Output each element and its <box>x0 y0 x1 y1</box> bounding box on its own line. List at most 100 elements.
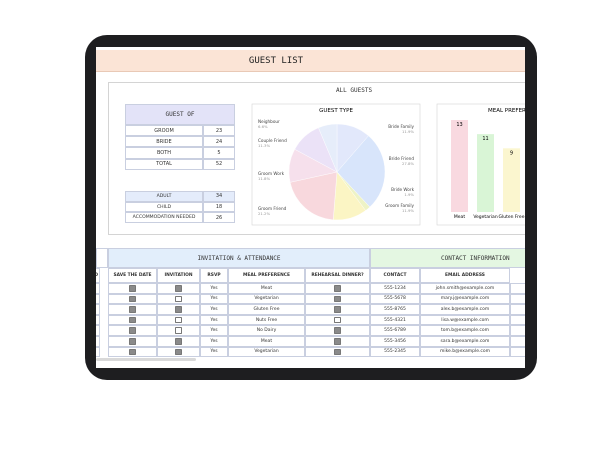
table-cell: Yes <box>200 283 228 294</box>
table-cell <box>510 304 525 315</box>
table-cell: Yes <box>200 346 228 358</box>
row-value: 24 <box>203 136 235 148</box>
checkbox-unchecked[interactable] <box>175 316 182 324</box>
bar-category: Vegetarian <box>473 214 498 220</box>
checkbox-cell <box>96 304 100 315</box>
slice-label: Neighbour <box>258 119 280 124</box>
checkbox-cell <box>108 293 157 305</box>
checkbox-unchecked[interactable] <box>175 295 182 303</box>
table-cell: Vegetarian <box>228 293 305 305</box>
row-value: 34 <box>203 191 235 202</box>
column-header: ALD <box>96 268 100 283</box>
table-cell: Gluten Free <box>228 304 305 315</box>
checkbox-unchecked[interactable] <box>334 316 341 324</box>
table-cell: 555-4321 <box>370 314 420 326</box>
column-header: MEAL PREFERENCE <box>228 268 305 283</box>
checkbox-checked[interactable] <box>129 348 136 356</box>
scrollbar <box>96 358 196 361</box>
checkbox-checked[interactable] <box>334 285 341 292</box>
checkbox-cell <box>305 293 370 305</box>
checkbox-checked[interactable] <box>175 306 182 313</box>
checkbox-cell <box>96 283 100 294</box>
row-label: TOTAL <box>125 158 203 170</box>
dashboard-title: ALL GUESTS <box>335 86 373 94</box>
checkbox-cell <box>157 325 200 336</box>
row-value: 18 <box>203 201 235 213</box>
row-value: 5 <box>203 147 235 159</box>
checkbox-cell <box>157 293 200 305</box>
checkbox-cell <box>305 314 370 326</box>
checkbox-checked[interactable] <box>129 327 136 334</box>
table-cell: Yes <box>200 336 228 347</box>
checkbox-checked[interactable] <box>129 316 136 324</box>
slice-label: Groom Work <box>258 171 285 176</box>
header-title: GUEST LIST <box>248 56 304 66</box>
checkbox-cell <box>96 325 100 336</box>
slice-label: Bride Work <box>391 187 415 192</box>
column-header: SAVE THE DATE <box>108 268 157 283</box>
slice-value: 11.8% <box>258 176 270 181</box>
checkbox-checked[interactable] <box>175 338 182 345</box>
checkbox-checked[interactable] <box>334 306 341 313</box>
pie-slice <box>289 171 338 221</box>
checkbox-cell <box>157 314 200 326</box>
screen: GUEST LIST ALL GUESTS GUEST TYPE Bride Fa… <box>96 47 525 368</box>
table-cell: lisa.w@example.com <box>420 314 510 326</box>
chart-title: MEAL PREFERENCE <box>488 108 525 114</box>
table-cell: 555-5678 <box>370 293 420 305</box>
checkbox-checked[interactable] <box>129 295 136 303</box>
checkbox-cell <box>108 325 157 336</box>
checkbox-unchecked[interactable] <box>175 327 182 334</box>
checkbox-cell <box>157 346 200 358</box>
checkbox-cell <box>305 336 370 347</box>
table-cell: 555-1234 <box>370 283 420 294</box>
bar <box>451 120 468 212</box>
checkbox-cell <box>108 283 157 294</box>
checkbox-checked[interactable] <box>129 285 136 292</box>
checkbox-checked[interactable] <box>334 295 341 303</box>
row-value: 26 <box>203 212 235 224</box>
checkbox-checked[interactable] <box>334 338 341 345</box>
bar-value: 11 <box>482 136 488 142</box>
row-label: CHILD <box>125 201 203 213</box>
checkbox-checked[interactable] <box>334 327 341 334</box>
checkbox-checked[interactable] <box>175 285 182 292</box>
column-header: CONTACT <box>370 268 420 283</box>
slice-label: Couple Friend <box>258 138 287 143</box>
table-cell <box>510 314 525 326</box>
group-header: INVITATION & ATTENDANCE <box>108 248 370 268</box>
chart-title: GUEST TYPE <box>319 108 353 114</box>
table-cell: 555-3456 <box>370 336 420 347</box>
checkbox-cell <box>96 293 100 305</box>
slice-label: Bride Family <box>388 124 414 129</box>
checkbox-cell <box>96 336 100 347</box>
checkbox-cell <box>305 304 370 315</box>
column-header: EMAIL ADDRESS <box>420 268 510 283</box>
pie-slice <box>336 135 386 208</box>
table-cell <box>510 293 525 305</box>
table-cell <box>510 336 525 347</box>
slice-value: 27.8% <box>402 161 414 166</box>
checkbox-checked[interactable] <box>129 306 136 313</box>
row-label: GROOM <box>125 125 203 137</box>
table-cell: mary.j@example.com <box>420 293 510 305</box>
pie-slice <box>318 123 338 173</box>
checkbox-checked[interactable] <box>175 348 182 356</box>
table-cell: Nuts Free <box>228 314 305 326</box>
dashboard-box <box>108 82 525 235</box>
table-title: GUEST OF <box>125 104 235 125</box>
table-cell: Vegetarian <box>228 346 305 358</box>
header-band <box>96 50 525 72</box>
slice-label: Groom Family <box>385 203 414 208</box>
checkbox-cell <box>96 314 100 326</box>
table-cell: Yes <box>200 293 228 305</box>
table-cell: john.smith@example.com <box>420 283 510 294</box>
slice-value: 6.6% <box>258 124 268 129</box>
table-cell: tom.b@example.com <box>420 325 510 336</box>
group-header: CONTACT INFORMATION <box>370 248 525 268</box>
bar-value: 9 <box>510 150 513 156</box>
checkbox-checked[interactable] <box>334 348 341 356</box>
checkbox-checked[interactable] <box>129 338 136 345</box>
checkbox-cell <box>305 283 370 294</box>
slice-value: 11.9% <box>402 208 414 213</box>
